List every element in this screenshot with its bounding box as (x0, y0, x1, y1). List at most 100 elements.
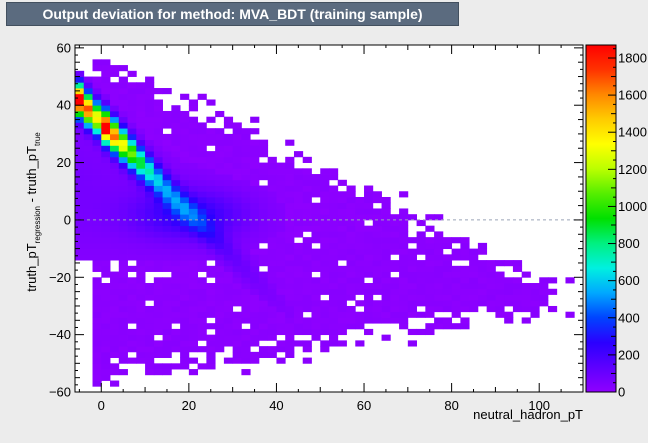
heatmap-cell (110, 363, 120, 370)
heatmap-cell (223, 139, 234, 146)
heatmap-cell (425, 277, 435, 284)
heatmap-cell (285, 311, 295, 318)
heatmap-cell (442, 237, 453, 244)
heatmap-cell (285, 168, 295, 175)
heatmap-cell (145, 225, 155, 232)
heatmap-cell (311, 323, 321, 330)
heatmap-cell (118, 277, 128, 284)
heatmap-cell (285, 283, 295, 290)
heatmap-cell (197, 196, 207, 204)
heatmap-cell (407, 294, 417, 301)
heatmap-cell (101, 351, 111, 358)
heatmap-cell (223, 174, 234, 181)
heatmap-cell (127, 231, 137, 238)
heatmap-cell (512, 305, 523, 313)
heatmap-cell (171, 116, 181, 123)
heatmap-cell (267, 174, 277, 181)
heatmap-cell (293, 196, 304, 204)
heatmap-cell (355, 231, 365, 238)
heatmap-cell (101, 323, 111, 330)
heatmap-cell (302, 191, 312, 198)
heatmap-cell (92, 277, 102, 284)
heatmap-cell (495, 305, 505, 313)
heatmap-cell (250, 271, 260, 278)
heatmap-cell (346, 271, 356, 278)
heatmap-cell (197, 311, 207, 318)
heatmap-cell (399, 300, 409, 307)
heatmap-cell (92, 340, 102, 347)
heatmap-cell (180, 196, 190, 204)
heatmap-cell (223, 317, 234, 324)
heatmap-cell (92, 288, 102, 295)
heatmap-cell (460, 305, 470, 313)
heatmap-cell (267, 208, 277, 215)
heatmap-cell (153, 237, 163, 244)
heatmap-cell (469, 294, 479, 301)
heatmap-cell (171, 208, 181, 215)
colorbar-tick-label: 1400 (618, 125, 647, 140)
heatmap-cell (460, 283, 470, 290)
heatmap-cell (145, 294, 155, 301)
heatmap-cell (180, 317, 190, 324)
heatmap-cell (110, 82, 120, 89)
heatmap-cell (136, 133, 146, 141)
heatmap-cell (171, 191, 181, 198)
heatmap-cell (171, 110, 181, 118)
heatmap-cell (153, 196, 163, 204)
heatmap-cell (101, 317, 111, 324)
heatmap-cell (197, 191, 207, 198)
heatmap-cell (267, 248, 277, 255)
heatmap-cell (171, 196, 181, 204)
heatmap-cell (223, 162, 234, 169)
heatmap-cell (118, 65, 128, 72)
heatmap-cell (153, 128, 163, 135)
heatmap-cell (372, 283, 382, 290)
heatmap-cell (110, 277, 120, 284)
heatmap-cell (215, 208, 225, 215)
heatmap-cell (197, 323, 207, 330)
heatmap-cell (110, 219, 120, 227)
heatmap-cell (276, 242, 286, 250)
heatmap-cell (442, 300, 453, 307)
heatmap-cell (180, 277, 190, 284)
heatmap-cell (267, 277, 277, 284)
heatmap-cell (486, 265, 496, 272)
heatmap-cell (372, 196, 382, 204)
heatmap-cell (329, 242, 339, 250)
heatmap-cell (197, 237, 207, 244)
heatmap-cell (197, 208, 207, 215)
heatmap-cell (171, 185, 181, 192)
heatmap-cell (329, 174, 339, 181)
heatmap-cell (180, 133, 190, 141)
heatmap-cell (337, 191, 347, 198)
heatmap-cell (495, 300, 505, 307)
heatmap-cell (153, 323, 163, 330)
heatmap-cell (267, 237, 277, 244)
heatmap-cell (293, 317, 304, 324)
heatmap-cell (206, 174, 216, 181)
heatmap-cell (346, 225, 356, 232)
heatmap-cell (337, 219, 347, 227)
heatmap-cell (320, 191, 330, 198)
heatmap-cell (372, 225, 382, 232)
heatmap-cell (145, 185, 155, 192)
heatmap-cell (188, 208, 199, 215)
heatmap-cell (258, 288, 269, 295)
heatmap-cell (477, 283, 488, 290)
heatmap-cell (486, 277, 496, 284)
heatmap-cell (171, 156, 181, 163)
heatmap-cell (171, 317, 181, 324)
heatmap-cell (565, 311, 575, 318)
heatmap-cell (83, 248, 93, 255)
heatmap-cell (215, 128, 225, 135)
heatmap-cell (302, 288, 312, 295)
heatmap-cell (425, 294, 435, 301)
heatmap-cell (232, 191, 242, 198)
heatmap-cell (110, 305, 120, 313)
heatmap-cell (258, 225, 269, 232)
heatmap-cell (180, 334, 190, 341)
heatmap-cell (241, 265, 251, 272)
heatmap-cell (381, 214, 391, 221)
heatmap-cell (223, 237, 234, 244)
heatmap-cell (75, 105, 85, 112)
